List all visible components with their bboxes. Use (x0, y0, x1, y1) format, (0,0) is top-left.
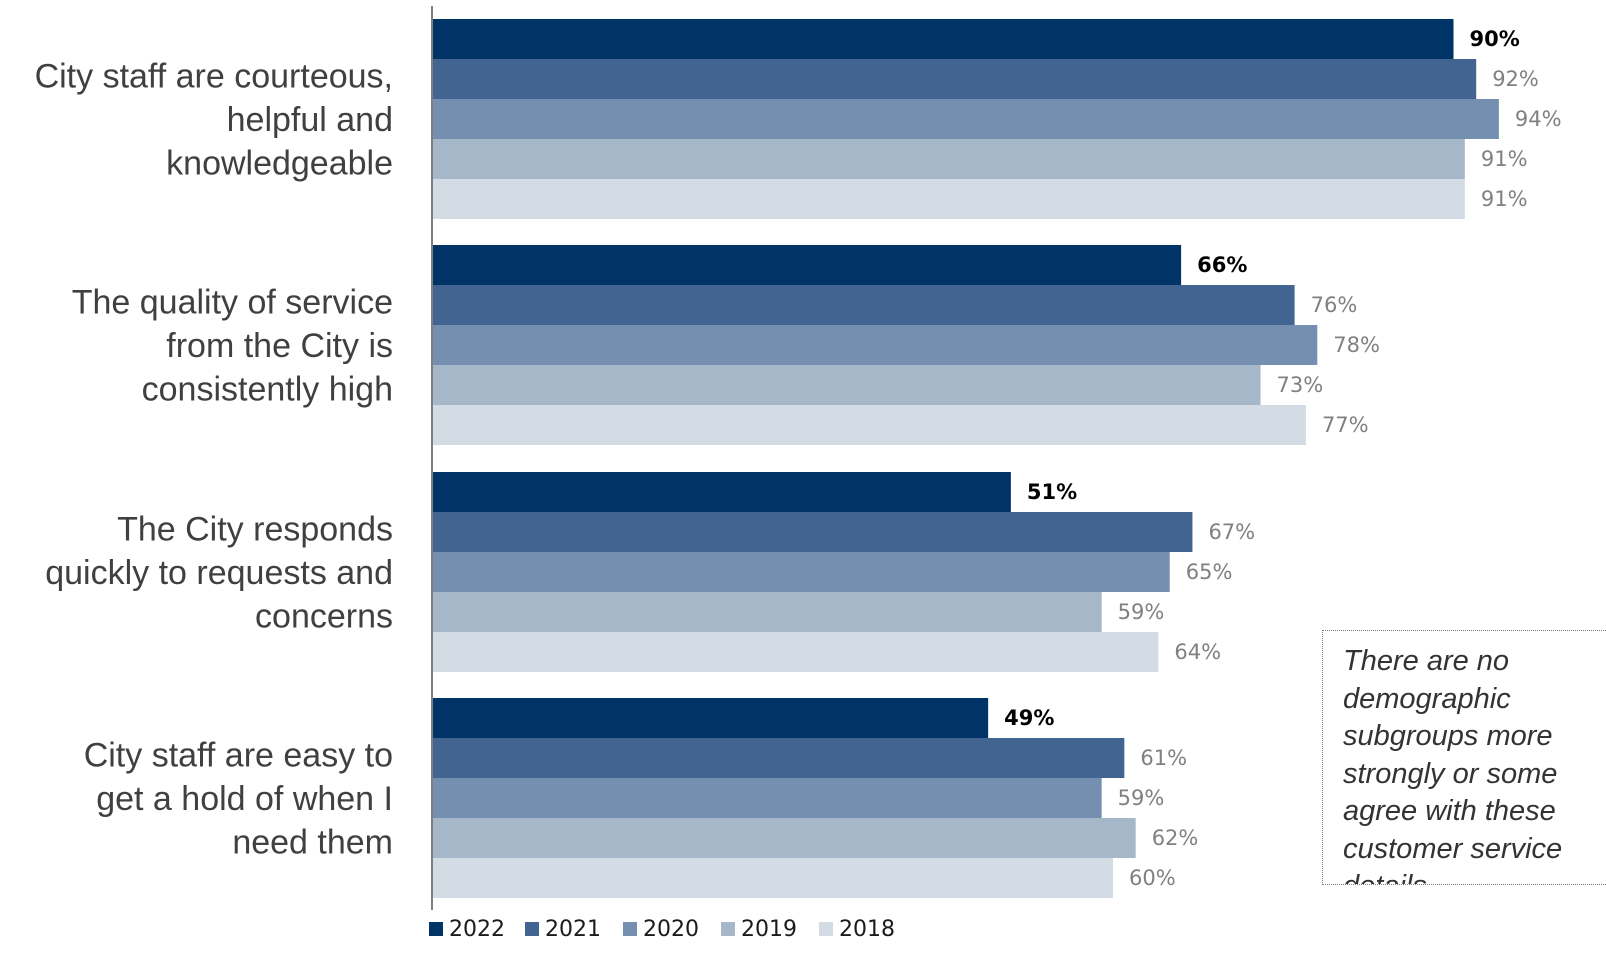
category-label-4-line3: need them (232, 824, 393, 862)
note-box: There are no demographic subgroups more … (1322, 630, 1606, 885)
bar-2022-cat4 (432, 698, 989, 738)
bar-2022-cat2 (432, 245, 1182, 285)
legend-label-2019: 2019 (741, 917, 797, 942)
legend-swatch-2018 (819, 922, 833, 936)
category-label-4-line2: get a hold of when I (96, 780, 393, 818)
value-label-2022-cat2: 66% (1197, 253, 1247, 277)
value-label-2019-cat2: 73% (1277, 373, 1324, 397)
value-label-2019-cat3: 59% (1118, 600, 1165, 624)
value-label-2018-cat2: 77% (1322, 413, 1369, 437)
value-label-2020-cat2: 78% (1333, 333, 1380, 357)
value-label-2018-cat3: 64% (1174, 640, 1221, 664)
legend-label-2018: 2018 (839, 917, 895, 942)
value-label-2018-cat1: 91% (1481, 187, 1528, 211)
bar-2022-cat3 (432, 472, 1011, 512)
category-label-3-line2: quickly to requests and (45, 554, 393, 592)
category-label-4-line1: City staff are easy to (84, 737, 393, 775)
value-label-2020-cat1: 94% (1515, 107, 1562, 131)
value-label-2021-cat4: 61% (1140, 746, 1187, 770)
legend-label-2020: 2020 (643, 917, 699, 942)
bar-2020-cat2 (432, 325, 1318, 365)
value-label-2019-cat4: 62% (1152, 826, 1199, 850)
value-label-2019-cat1: 91% (1481, 147, 1528, 171)
category-label-1-line1: City staff are courteous, (35, 58, 393, 96)
category-label-2-line1: The quality of service (72, 284, 393, 322)
bar-2020-cat4 (432, 778, 1102, 818)
bar-2022-cat1 (432, 19, 1454, 59)
bar-2018-cat1 (432, 179, 1465, 219)
bar-2018-cat4 (432, 858, 1113, 898)
category-label-3-line1: The City responds (117, 511, 393, 549)
category-label-1-line2: helpful and (227, 101, 393, 139)
bar-2020-cat3 (432, 552, 1170, 592)
value-label-2022-cat3: 51% (1027, 480, 1077, 504)
category-label-1-line3: knowledgeable (166, 145, 393, 183)
bar-2019-cat4 (432, 818, 1136, 858)
legend-label-2022: 2022 (449, 917, 505, 942)
legend-label-2021: 2021 (545, 917, 601, 942)
bar-2019-cat2 (432, 365, 1261, 405)
category-label-3-line3: concerns (255, 598, 393, 636)
legend-swatch-2022 (429, 922, 443, 936)
bar-2021-cat2 (432, 285, 1295, 325)
value-label-2022-cat4: 49% (1004, 706, 1054, 730)
value-label-2021-cat2: 76% (1311, 293, 1358, 317)
category-label-2-line2: from the City is (166, 327, 393, 365)
bar-2021-cat3 (432, 512, 1193, 552)
bar-2021-cat1 (432, 59, 1477, 99)
bar-2021-cat4 (432, 738, 1125, 778)
value-label-2022-cat1: 90% (1470, 27, 1520, 51)
category-label-2-line3: consistently high (142, 371, 393, 409)
value-label-2020-cat4: 59% (1118, 786, 1165, 810)
value-label-2018-cat4: 60% (1129, 866, 1176, 890)
bar-2020-cat1 (432, 99, 1499, 139)
bar-2018-cat2 (432, 405, 1306, 445)
bar-2019-cat3 (432, 592, 1102, 632)
legend-swatch-2021 (525, 922, 539, 936)
legend-swatch-2020 (623, 922, 637, 936)
value-label-2020-cat3: 65% (1186, 560, 1233, 584)
value-label-2021-cat1: 92% (1492, 67, 1539, 91)
bar-2019-cat1 (432, 139, 1465, 179)
value-label-2021-cat3: 67% (1208, 520, 1255, 544)
bar-2018-cat3 (432, 632, 1159, 672)
legend-swatch-2019 (721, 922, 735, 936)
